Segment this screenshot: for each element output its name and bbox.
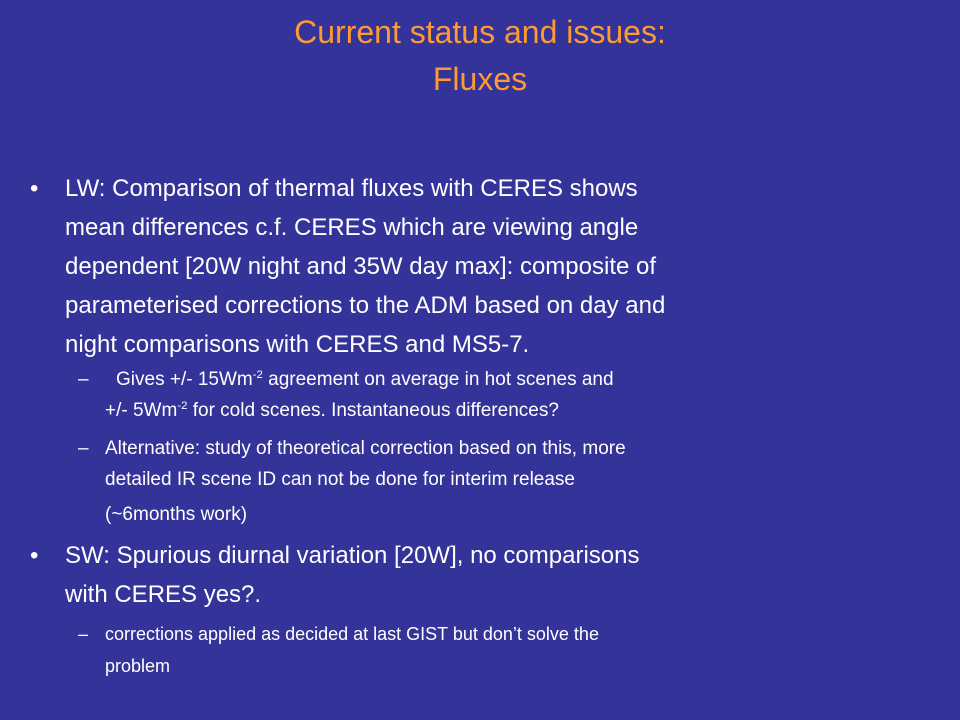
bullet-text: night comparisons with CERES and MS5-7. bbox=[65, 331, 530, 358]
text-run: detailed IR scene ID can not be done for… bbox=[105, 469, 575, 490]
bullet-text: SW: Spurious diurnal variation [20W], no… bbox=[65, 542, 640, 569]
superscript: -2 bbox=[177, 400, 188, 413]
text-run: for cold scenes. Instantaneous differenc… bbox=[187, 400, 559, 421]
text-run: Alternative: study of theoretical correc… bbox=[105, 438, 626, 459]
sub-text: problem bbox=[105, 657, 170, 675]
text-run: problem bbox=[105, 656, 171, 676]
bullet-text: mean differences c.f. CERES which are vi… bbox=[65, 214, 639, 241]
bullet-marker: • bbox=[30, 175, 39, 202]
sub-text: detailed IR scene ID can not be done for… bbox=[105, 470, 575, 489]
bullet-text: LW: Comparison of thermal fluxes with CE… bbox=[65, 175, 638, 202]
title: Current status and issues: bbox=[294, 14, 666, 50]
text-run: Gives +/- 15Wm bbox=[116, 369, 253, 390]
bullet-text: parameterised corrections to the ADM bas… bbox=[65, 292, 666, 319]
title: Fluxes bbox=[432, 61, 528, 97]
text-run: agreement on average in hot scenes and bbox=[262, 369, 614, 390]
sub-text: Alternative: study of theoretical correc… bbox=[105, 439, 626, 458]
sub-marker: – bbox=[78, 624, 89, 644]
sub-marker: – bbox=[78, 369, 89, 390]
sub-text: +/- 5Wm-2 for cold scenes. Instantaneous… bbox=[105, 400, 559, 421]
text-run: corrections applied as decided at last G… bbox=[105, 624, 599, 644]
sub-marker: – bbox=[78, 438, 89, 459]
sub-text: (~6months work) bbox=[105, 505, 247, 524]
bullet-text: dependent [20W night and 35W day max]: c… bbox=[65, 253, 657, 280]
superscript: -2 bbox=[252, 369, 263, 382]
sub-text: Gives +/- 15Wm-2 agreement on average in… bbox=[116, 369, 614, 390]
bullet-marker: • bbox=[30, 542, 39, 569]
text-run: +/- 5Wm bbox=[105, 400, 178, 421]
bullet-text: with CERES yes?. bbox=[65, 581, 262, 608]
text-run: (~6months work) bbox=[105, 504, 248, 525]
sub-text: corrections applied as decided at last G… bbox=[105, 625, 599, 643]
